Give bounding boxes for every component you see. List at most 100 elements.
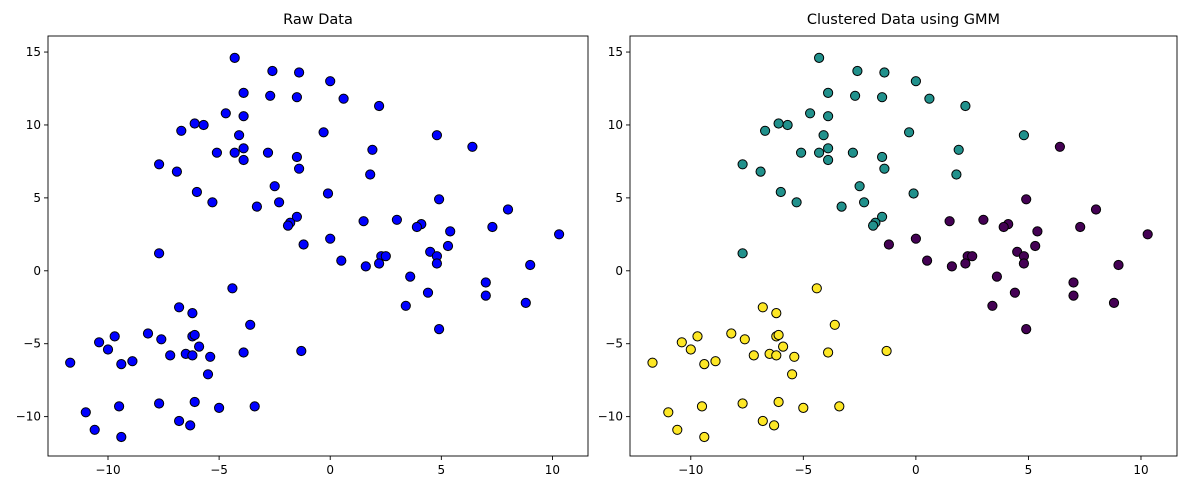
scatter-point [380,251,391,262]
scatter-points [65,52,565,443]
scatter-point [214,402,225,413]
x-tick-label: 0 [326,463,334,477]
scatter-point [249,401,260,412]
scatter-point-cluster-1 [760,125,771,136]
scatter-point-cluster-2 [672,424,683,435]
y-tick-label: −5 [23,337,41,351]
scatter-point [185,420,196,431]
scatter-point [294,163,305,174]
scatter-point [365,169,376,180]
scatter-point-cluster-1 [904,127,915,138]
scatter-point [431,258,442,269]
scatter-point [238,87,249,99]
scatter-point-cluster-0 [987,300,998,311]
scatter-point [114,401,125,412]
scatter-point-cluster-2 [787,369,798,380]
scatter-point [189,329,200,341]
scatter-point [554,229,565,240]
scatter-point [202,369,214,380]
scatter-point-cluster-0 [910,233,922,244]
scatter-point [291,211,302,222]
scatter-point [269,181,280,192]
scatter-point [358,216,369,227]
scatter-point [142,328,154,339]
scatter-point-cluster-1 [823,143,834,154]
scatter-point [445,226,456,237]
y-tick-label: −5 [605,337,623,351]
scatter-point-cluster-0 [1009,287,1021,298]
scatter-point [282,220,294,231]
scatter-point-cluster-2 [771,350,782,361]
scatter-point-cluster-1 [847,147,859,158]
y-tick-label: 5 [615,191,623,205]
axes-frame [629,35,1178,457]
scatter-point-cluster-1 [960,100,971,112]
scatter-point [291,92,302,103]
scatter-point [296,345,307,357]
scatter-point [487,221,498,233]
scatter-point-cluster-2 [823,347,834,358]
scatter-point-cluster-1 [877,151,888,163]
scatter-point-cluster-1 [814,52,825,64]
scatter-point-cluster-1 [805,108,816,119]
scatter-point [262,147,274,158]
scatter-point-cluster-1 [910,76,922,87]
scatter-point [65,357,76,368]
scatter-point-cluster-1 [737,248,748,259]
scatter-point-cluster-1 [791,197,802,208]
scatter-point [238,111,249,122]
scatter-point [80,407,91,418]
scatter-point-cluster-2 [757,302,768,313]
y-tick-label: 5 [33,191,41,205]
scatter-point [434,194,445,205]
y-tick-label: −10 [598,410,623,424]
scatter-point [322,188,334,199]
scatter-point-cluster-0 [1142,229,1153,240]
scatter-point [229,52,240,64]
y-tick-label: 10 [608,118,623,132]
scatter-point [176,125,187,136]
x-tick-label: 0 [912,463,920,477]
scatter-point [265,90,276,101]
scatter-point [102,344,114,355]
scatter-point-cluster-2 [789,351,800,362]
scatter-point [187,350,198,361]
scatter-point-cluster-0 [883,239,895,250]
scatter-point [411,221,422,233]
axes-frame [47,35,589,457]
scatter-point [194,341,205,352]
scatter-point-cluster-1 [924,93,935,104]
scatter-point-cluster-1 [877,211,888,222]
scatter-point-cluster-1 [953,144,964,155]
scatter-point-cluster-2 [773,396,784,408]
scatter-point-cluster-2 [699,359,710,370]
scatter-point [391,214,402,225]
scatter-point [434,324,445,335]
x-tick-label: 5 [1025,463,1033,477]
scatter-point-cluster-1 [823,154,834,166]
scatter-point-cluster-0 [998,221,1009,233]
scatter-point [480,290,491,301]
scatter-point-cluster-1 [879,67,890,78]
scatter-point-cluster-2 [710,356,721,367]
scatter-point [174,302,185,313]
scatter-point [205,351,216,362]
scatter-point-cluster-0 [1108,297,1120,308]
scatter-point [229,147,240,158]
scatter-point-cluster-0 [1113,259,1124,271]
scatter-point-cluster-1 [951,169,962,180]
scatter-point [291,151,302,163]
scatter-points [647,52,1153,443]
scatter-point-cluster-2 [881,345,892,357]
x-tick-label: −5 [210,463,228,477]
x-tick-label: −5 [794,463,812,477]
scatter-point [238,154,249,166]
scatter-point [294,67,305,78]
scatter-point [89,424,100,435]
scatter-point [154,159,165,170]
scatter-point-cluster-2 [647,357,658,368]
scatter-point-cluster-1 [1018,130,1030,141]
scatter-point-cluster-1 [877,92,888,103]
chart-title: Clustered Data using GMM [807,12,1000,28]
